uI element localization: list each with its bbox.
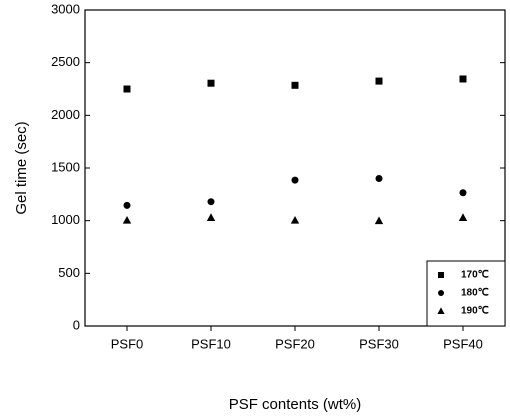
data-point	[206, 213, 216, 222]
y-axis-title: Gel time (sec)	[13, 121, 30, 214]
x-tick-label: PSF0	[111, 336, 144, 351]
data-point	[459, 189, 467, 197]
legend-marker	[437, 307, 445, 314]
data-point	[123, 85, 131, 93]
data-point	[207, 198, 215, 206]
legend-marker	[438, 290, 444, 296]
y-tick-label: 2000	[51, 107, 80, 122]
y-tick-label: 2500	[51, 54, 80, 69]
data-point	[207, 79, 215, 87]
x-tick-label: PSF20	[275, 336, 315, 351]
x-axis-title: PSF contents (wt%)	[229, 396, 362, 413]
legend-label: 190℃	[461, 306, 489, 317]
data-point	[459, 75, 467, 83]
y-tick-label: 1500	[51, 159, 80, 174]
data-point	[290, 215, 300, 224]
data-point	[458, 213, 468, 222]
legend-label: 180℃	[461, 288, 489, 299]
data-point	[123, 201, 131, 209]
x-tick-label: PSF10	[191, 336, 231, 351]
data-point	[122, 215, 132, 224]
y-tick-label: 0	[73, 317, 80, 332]
legend-label: 170℃	[461, 270, 489, 281]
data-point	[291, 81, 299, 89]
data-point	[375, 175, 383, 183]
data-point	[374, 216, 384, 225]
y-tick-label: 1000	[51, 212, 80, 227]
data-point	[375, 77, 383, 85]
data-point	[291, 176, 299, 184]
x-tick-label: PSF30	[359, 336, 399, 351]
y-tick-label: 500	[58, 265, 80, 280]
y-tick-label: 3000	[51, 1, 80, 16]
x-tick-label: PSF40	[443, 336, 483, 351]
legend-marker	[438, 272, 444, 278]
